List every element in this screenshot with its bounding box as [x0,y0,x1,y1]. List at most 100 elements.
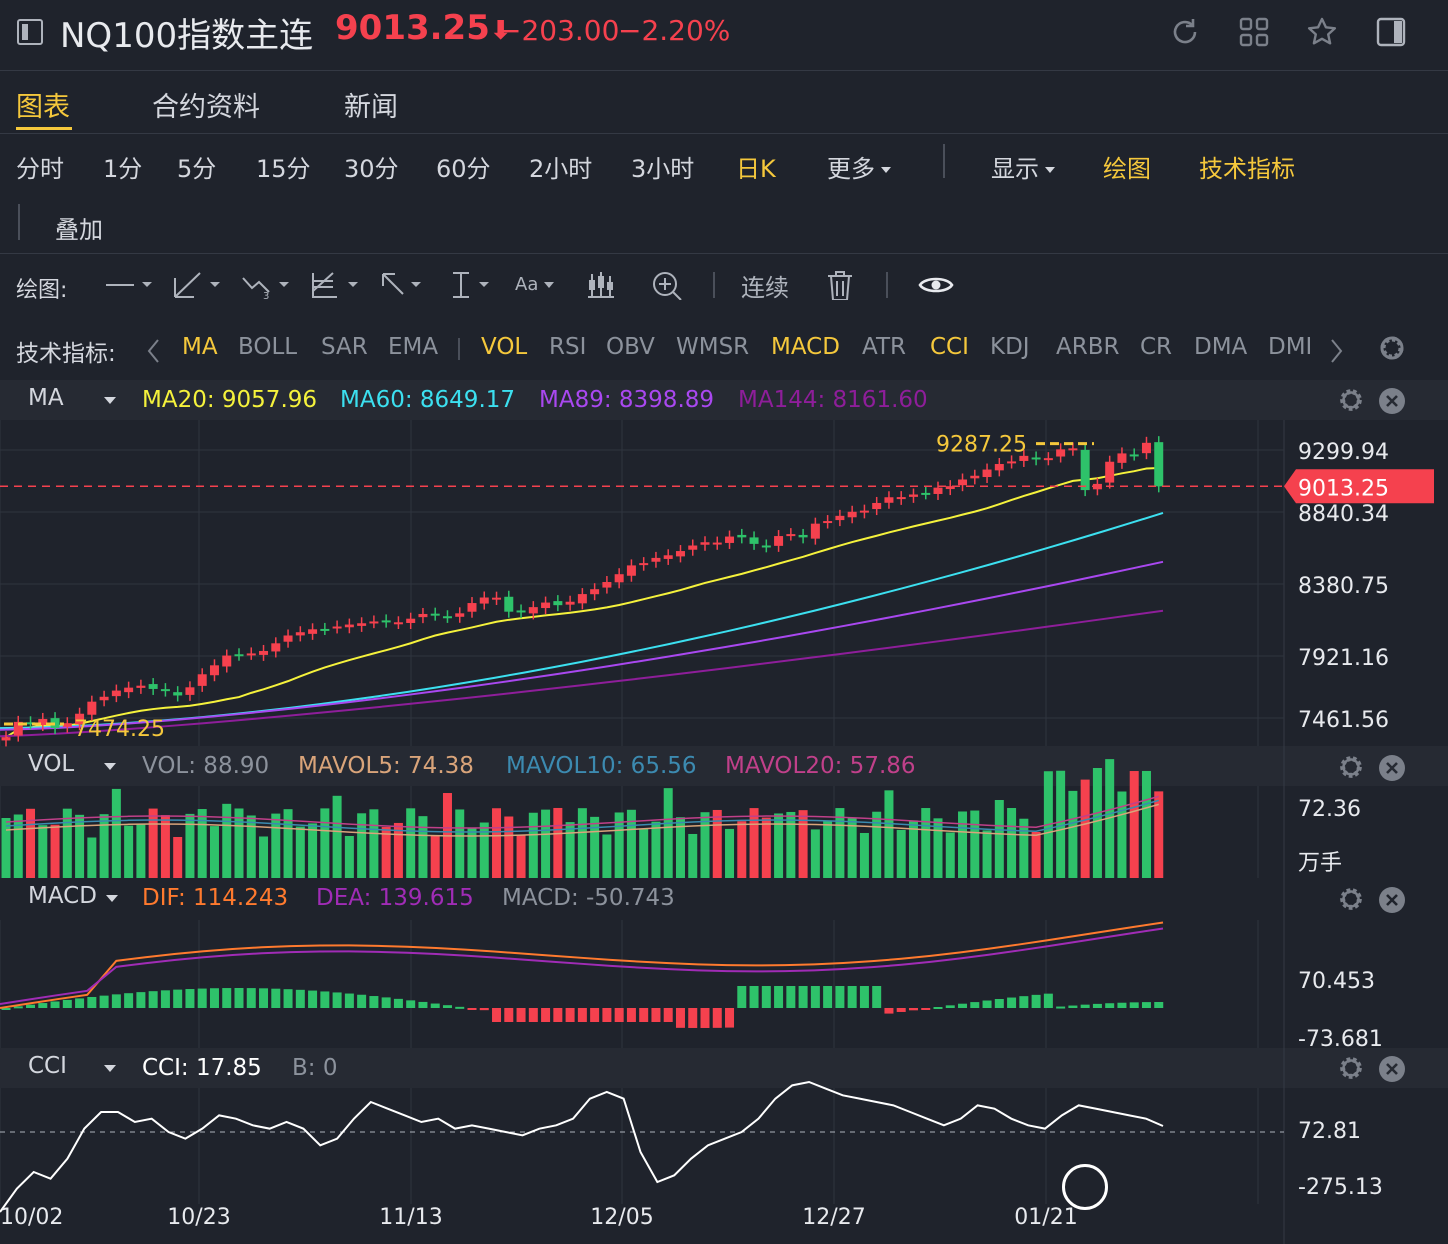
tab-news[interactable]: 新闻 [344,92,398,123]
candle-body [369,621,379,624]
line-tool-icon[interactable] [104,270,154,300]
period-2h[interactable]: 2小时 [529,155,593,183]
volume-bar [209,826,219,878]
chevron-down-icon [1045,167,1055,173]
period-60m[interactable]: 60分 [436,155,491,183]
chevron-down-icon[interactable] [104,1065,116,1072]
chevron-left-icon[interactable] [146,338,162,364]
indicator-boll[interactable]: BOLL [238,334,298,360]
chevron-down-icon[interactable] [106,895,118,902]
macd-bar [320,991,330,1008]
fibonacci-tool-icon[interactable] [310,270,362,300]
volume-bar [896,829,906,878]
star-icon[interactable] [1306,16,1338,48]
ma20-line [5,467,1159,739]
volume-bar [393,822,403,878]
indicator-cci[interactable]: CCI [930,334,969,360]
candle-body [1154,442,1164,487]
close-icon[interactable] [1378,886,1406,914]
text-tool-icon[interactable]: Aa [515,274,555,304]
chevron-right-icon[interactable] [1328,338,1344,364]
period-30m[interactable]: 30分 [344,155,399,183]
indicator-atr[interactable]: ATR [862,334,906,360]
indicator-ma[interactable]: MA [182,334,218,360]
gear-icon[interactable] [1336,884,1366,914]
overlay-button[interactable]: 叠加 [55,216,103,244]
volume-bar [259,836,269,878]
indicator-kdj[interactable]: KDJ [990,334,1030,360]
candle-body [442,616,452,619]
indicator-vol[interactable]: VOL [481,334,528,360]
gear-icon[interactable] [1336,385,1366,415]
volume-bar [577,808,587,878]
volume-bar [700,812,710,878]
period-3h[interactable]: 3小时 [631,155,695,183]
indicator-cr[interactable]: CR [1140,334,1173,360]
macd-bar [823,986,833,1008]
eye-icon[interactable] [918,270,954,300]
kline-chart[interactable]: 9013.25 9287.25 7474.25 9299.94 8840.34 8380.… [0,420,1448,1244]
period-5m[interactable]: 5分 [177,155,217,183]
zoom-in-icon[interactable] [651,270,683,300]
price-axis-label: 7461.56 [1298,708,1389,733]
grid-icon[interactable] [1238,16,1270,48]
macd-bar [209,988,219,1008]
macd-bar [357,994,367,1008]
volume-bar [639,828,649,878]
volume-bar [1068,790,1078,878]
range-tool-icon[interactable] [449,270,501,300]
indicator-wmsr[interactable]: WMSR [676,334,750,360]
period-daily[interactable]: 日K [736,155,776,183]
tab-contract-info[interactable]: 合约资料 [152,92,260,123]
divider [458,338,460,360]
display-menu[interactable]: 显示 [991,149,1055,184]
chevron-down-icon[interactable] [104,397,116,404]
candle-body [418,613,428,618]
indicator-obv[interactable]: OBV [606,334,655,360]
candle-tool-icon[interactable] [586,270,616,300]
volume-bar [1154,791,1164,878]
indicator-button[interactable]: 技术指标 [1199,155,1295,183]
watermark [1062,1162,1116,1210]
period-15m[interactable]: 15分 [256,155,311,183]
tab-chart[interactable]: 图表 [16,92,70,123]
volume-bar [295,826,305,878]
panel-toggle-icon[interactable] [17,19,43,45]
volume-bar [614,812,624,878]
gear-icon[interactable] [1336,752,1366,782]
indicator-dma[interactable]: DMA [1194,334,1248,360]
close-icon[interactable] [1378,1055,1406,1083]
period-more[interactable]: 更多 [827,149,891,184]
indicator-sar[interactable]: SAR [321,334,368,360]
refresh-icon[interactable] [1169,16,1201,48]
indicator-dmi[interactable]: DMI [1268,334,1310,360]
macd-bar [994,998,1004,1008]
period-timeshare[interactable]: 分时 [16,155,64,183]
wave-tool-icon[interactable]: 3 [241,270,293,300]
candle-body [197,674,207,686]
candle-body [87,701,97,715]
gear-icon[interactable] [1336,1053,1366,1083]
period-1m[interactable]: 1分 [103,155,143,183]
indicator-ema[interactable]: EMA [388,334,439,360]
last-price: 9013.25⬇ [335,8,512,48]
svg-text:3: 3 [263,291,269,300]
candle-body [859,510,869,513]
trendline-tool-icon[interactable] [172,270,224,300]
gear-icon[interactable] [1374,330,1410,366]
macd-bar [663,1008,673,1022]
sidebar-icon[interactable] [1375,16,1407,48]
indicator-arbr[interactable]: ARBR [1056,334,1120,360]
chevron-down-icon[interactable] [104,763,116,770]
close-icon[interactable] [1378,754,1406,782]
macd-bar [234,988,244,1008]
indicator-rsi[interactable]: RSI [549,334,587,360]
arrow-tool-icon[interactable] [379,270,431,300]
candle-body [958,479,968,486]
indicator-macd[interactable]: MACD [771,334,840,360]
candle-body [1007,461,1017,464]
trash-icon[interactable] [826,270,854,300]
close-icon[interactable] [1378,387,1406,415]
continuous-draw-toggle[interactable]: 连续 [741,274,789,302]
draw-button[interactable]: 绘图 [1103,155,1151,183]
